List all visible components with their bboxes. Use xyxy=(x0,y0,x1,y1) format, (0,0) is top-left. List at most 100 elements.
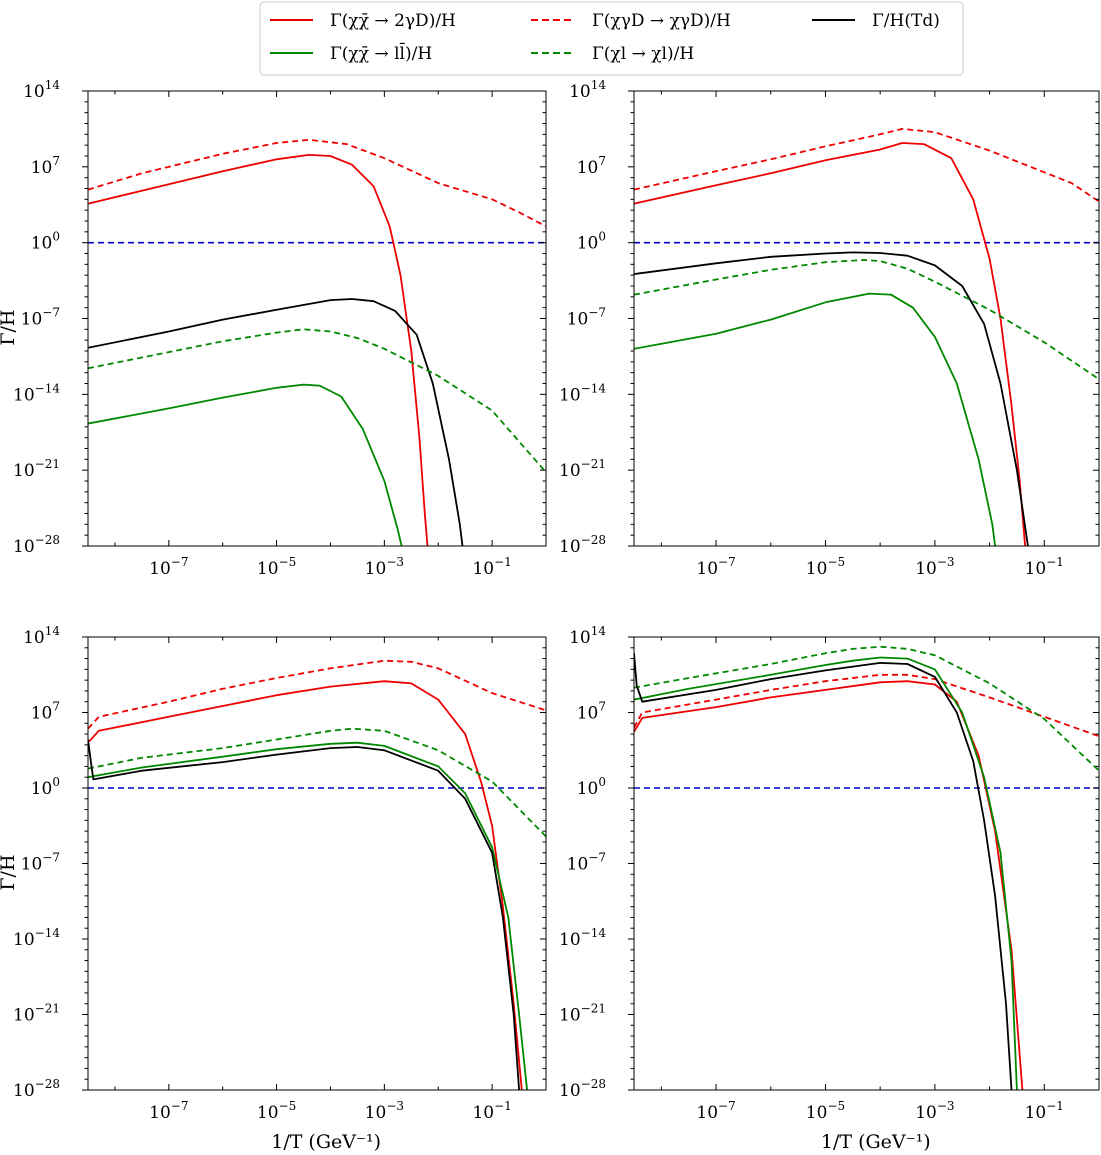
series-line-ann-gd xyxy=(634,142,1026,546)
legend-label-scat-gd: Γ(χγD → χγD)/H xyxy=(592,11,731,31)
y-tick-label-exp: 7 xyxy=(598,154,606,168)
series-line-scat-gd xyxy=(88,659,546,730)
x-tick-label-exp: −1 xyxy=(1046,555,1064,569)
y-tick-label-base: 10 xyxy=(559,385,581,405)
series-line-gamma-h xyxy=(634,653,1013,1090)
x-tick-label: 10−5 xyxy=(806,1099,845,1123)
x-tick-label-exp: −5 xyxy=(279,1099,297,1113)
y-tick-label-base: 10 xyxy=(577,704,599,724)
series-line-ann-gd xyxy=(88,154,429,546)
x-tick-label-base: 10 xyxy=(806,1103,828,1123)
x-tick-label-exp: −1 xyxy=(494,1099,512,1113)
y-tick-label: 10−14 xyxy=(559,926,606,950)
y-tick-label: 10−7 xyxy=(567,851,606,875)
y-tick-label: 1014 xyxy=(23,624,60,648)
y-tick-label: 10−21 xyxy=(559,457,606,481)
x-tick-label-exp: −5 xyxy=(827,555,845,569)
x-tick-label-exp: −7 xyxy=(171,1099,189,1113)
x-tick-label: 10−7 xyxy=(149,1099,188,1123)
y-tick-label-exp: 7 xyxy=(52,154,60,168)
y-tick-label: 107 xyxy=(31,700,60,724)
y-tick-label-base: 10 xyxy=(567,855,589,875)
series-line-ann-gd xyxy=(634,680,1024,1090)
plot-frame xyxy=(87,90,547,547)
x-tick-label-exp: −3 xyxy=(386,1099,404,1113)
x-tick-label: 10−5 xyxy=(257,1099,296,1123)
y-tick-label-base: 10 xyxy=(31,158,53,178)
y-tick-label: 10−28 xyxy=(13,533,60,557)
panels: 10−7 10−5 10−3 10−1101410710010−710−1410−21… xyxy=(0,78,1100,1153)
y-tick-label-base: 10 xyxy=(577,158,599,178)
plot-frame xyxy=(633,90,1100,547)
legend-box xyxy=(259,1,964,76)
ticks xyxy=(82,636,547,1091)
x-tick-label: 10−7 xyxy=(696,555,735,579)
y-tick-label-exp: 14 xyxy=(45,78,61,92)
y-tick-label-exp: −7 xyxy=(42,306,60,320)
x-tick-label: 10−7 xyxy=(696,1099,735,1123)
ticks xyxy=(628,90,1100,547)
x-tick-label-exp: −7 xyxy=(718,1099,736,1113)
y-tick-label-exp: −21 xyxy=(35,457,60,471)
series-line-scat-l xyxy=(634,645,1099,772)
x-tick-label-base: 10 xyxy=(696,1103,718,1123)
y-tick-label: 10−21 xyxy=(559,1002,606,1026)
y-tick-label: 10−7 xyxy=(567,306,606,330)
y-tick-label: 10−28 xyxy=(559,533,606,557)
x-tick-label: 10−1 xyxy=(1025,555,1064,579)
series-line-scat-l xyxy=(634,259,1099,380)
y-tick-label-base: 10 xyxy=(577,779,599,799)
x-axis-label: 1/T (GeV⁻¹) xyxy=(271,1131,381,1153)
y-tick-label-exp: −7 xyxy=(588,306,606,320)
y-tick-label: 100 xyxy=(31,775,60,799)
y-tick-label-base: 10 xyxy=(567,310,589,330)
y-tick-label: 10−14 xyxy=(559,381,606,405)
y-tick-label-base: 10 xyxy=(577,234,599,254)
plot-frame xyxy=(633,636,1100,1091)
y-tick-label-exp: 7 xyxy=(52,700,60,714)
series-line-scat-gd xyxy=(88,138,546,228)
y-tick-label: 10−14 xyxy=(13,926,60,950)
y-tick-label-base: 10 xyxy=(569,628,591,648)
x-tick-label-base: 10 xyxy=(472,559,494,579)
y-tick-label-exp: −21 xyxy=(581,457,606,471)
series-line-gamma-h xyxy=(88,739,520,1090)
series-line-scat-l xyxy=(88,727,546,838)
series-line-scat-l xyxy=(88,328,546,473)
y-tick-label: 10−28 xyxy=(559,1077,606,1101)
x-tick-label-base: 10 xyxy=(472,1103,494,1123)
y-axis-label: Γ/H xyxy=(0,310,19,346)
x-tick-label-base: 10 xyxy=(1025,559,1047,579)
x-tick-label-exp: −3 xyxy=(937,1099,955,1113)
series-line-ann-ll xyxy=(88,741,528,1090)
y-tick-label-exp: −28 xyxy=(35,533,60,547)
y-tick-label: 1014 xyxy=(23,78,60,102)
y-tick-label-exp: 0 xyxy=(52,775,60,789)
x-tick-label-base: 10 xyxy=(149,1103,171,1123)
x-tick-label-exp: −7 xyxy=(171,555,189,569)
x-axis-label: 1/T (GeV⁻¹) xyxy=(821,1131,931,1153)
y-tick-label-exp: −14 xyxy=(35,381,61,395)
y-tick-label-exp: 14 xyxy=(45,624,61,638)
series-line-ann-ll xyxy=(634,292,996,546)
y-tick-label-base: 10 xyxy=(559,1006,581,1026)
series-line-ann-gd xyxy=(88,680,523,1090)
y-tick-label-base: 10 xyxy=(13,1006,35,1026)
y-tick-label-base: 10 xyxy=(559,537,581,557)
y-tick-label-exp: 14 xyxy=(591,624,607,638)
y-tick-label-exp: 0 xyxy=(598,230,606,244)
ticks xyxy=(82,90,547,547)
y-tick-label-base: 10 xyxy=(559,461,581,481)
y-tick-label-exp: 0 xyxy=(52,230,60,244)
series-line-scat-gd xyxy=(634,673,1099,738)
y-axis-label: Γ/H xyxy=(0,854,19,890)
series-line-gamma-h xyxy=(634,251,1029,546)
x-tick-label-exp: −1 xyxy=(494,555,512,569)
y-tick-label: 10−7 xyxy=(21,306,60,330)
y-tick-label: 100 xyxy=(31,230,60,254)
x-tick-label-base: 10 xyxy=(915,1103,937,1123)
y-tick-label: 107 xyxy=(577,154,606,178)
y-tick-label: 107 xyxy=(577,700,606,724)
x-tick-label-exp: −5 xyxy=(279,555,297,569)
y-tick-label-base: 10 xyxy=(13,1081,35,1101)
